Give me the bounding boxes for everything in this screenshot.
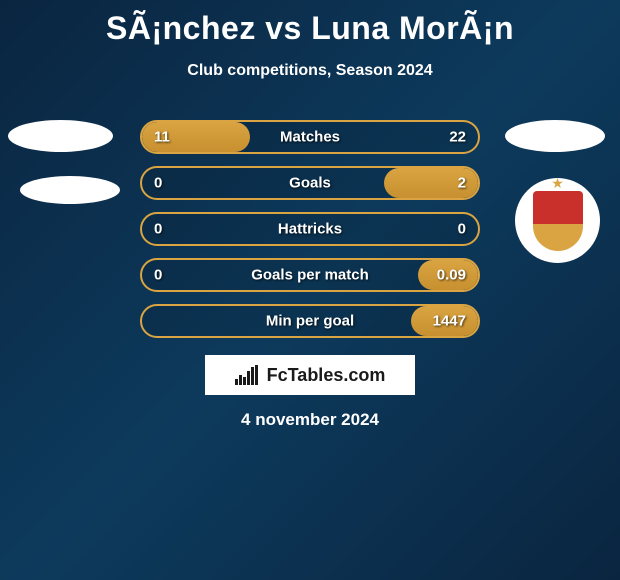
stat-bar: 0 Goals 2 [140, 166, 480, 200]
stat-bar: 11 Matches 22 [140, 120, 480, 154]
stats-container: 11 Matches 22 0 Goals 2 0 Hattricks 0 0 Goals per … [140, 120, 480, 350]
date-label: 4 november 2024 [0, 410, 620, 430]
stat-left-value: 0 [154, 267, 162, 284]
subtitle: Club competitions, Season 2024 [0, 62, 620, 80]
stat-right-value: 22 [449, 129, 466, 146]
stat-bar: 0 Hattricks 0 [140, 212, 480, 246]
stat-left-value: 11 [154, 129, 170, 146]
player-right-avatar-placeholder [505, 120, 605, 152]
stat-right-value: 0 [458, 221, 466, 238]
stat-label: Goals per match [251, 267, 369, 284]
player-left-avatar-placeholder [8, 120, 113, 152]
stat-label: Min per goal [266, 313, 354, 330]
stat-right-value: 2 [458, 175, 466, 192]
club-logo-icon [533, 191, 583, 251]
stat-label: Goals [289, 175, 331, 192]
player-left-club-placeholder [20, 176, 120, 204]
stat-bar: 0 Goals per match 0.09 [140, 258, 480, 292]
page-title: SÃ¡nchez vs Luna MorÃ¡n [0, 0, 620, 47]
player-right-club-badge [515, 178, 600, 263]
stat-right-value: 0.09 [437, 267, 466, 284]
stat-bar: Min per goal 1447 [140, 304, 480, 338]
stat-right-value: 1447 [433, 313, 466, 330]
stat-label: Matches [280, 129, 340, 146]
brand-label: FcTables.com [267, 365, 386, 386]
stat-left-value: 0 [154, 221, 162, 238]
stat-label: Hattricks [278, 221, 342, 238]
brand-chart-icon [235, 365, 263, 385]
brand-watermark: FcTables.com [205, 355, 415, 395]
stat-left-value: 0 [154, 175, 162, 192]
